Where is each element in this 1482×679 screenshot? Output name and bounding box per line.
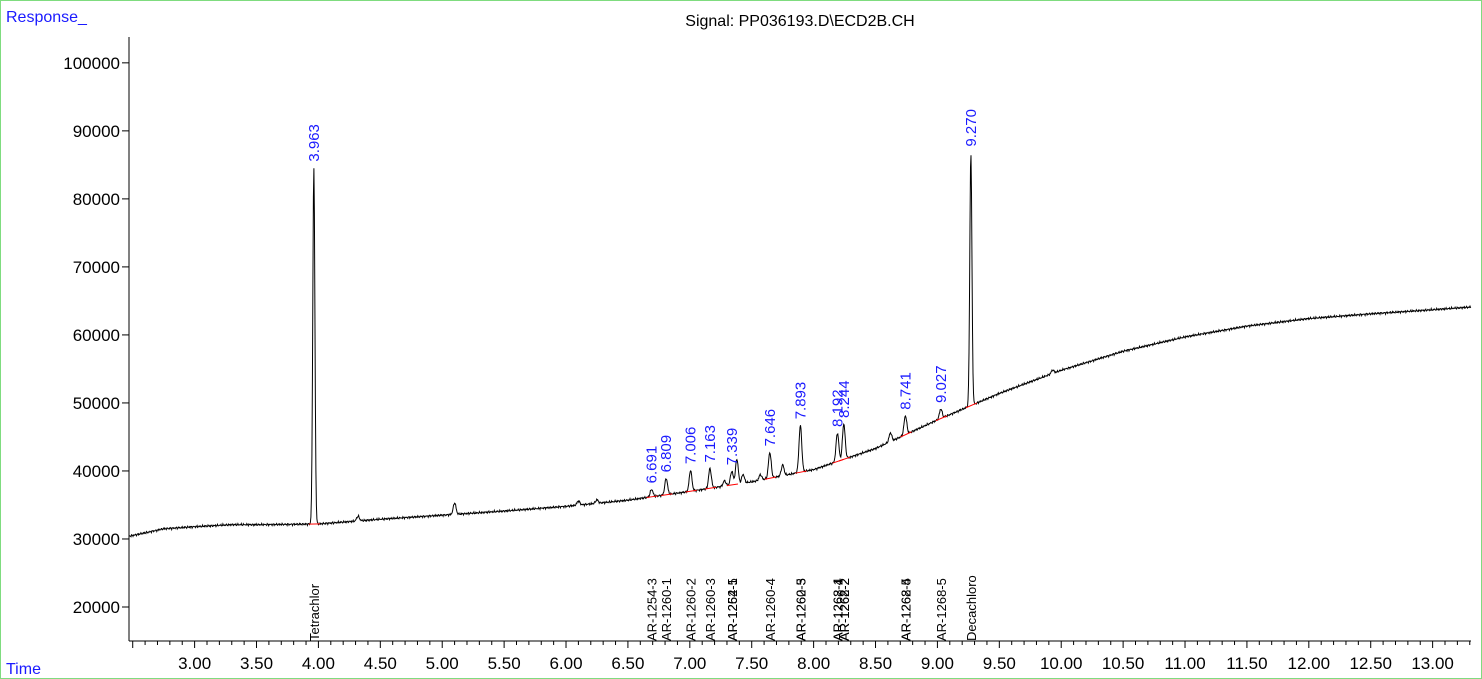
chart-title: Signal: PP036193.D\ECD2B.CH <box>685 13 914 30</box>
x-tick-label: 9.50 <box>983 654 1016 673</box>
peak-label: 3.963 <box>306 124 323 162</box>
x-tick-label: 4.00 <box>302 654 335 673</box>
peak-label: 7.893 <box>792 382 809 420</box>
x-tick-label: 11.00 <box>1164 654 1205 673</box>
compound-name: Decachloro <box>964 575 979 641</box>
baseline-marker <box>764 476 777 480</box>
x-axis-label: Time <box>6 661 41 678</box>
x-tick-label: 3.50 <box>240 654 273 673</box>
peak-label: 8.741 <box>897 372 914 410</box>
x-tick-label: 7.00 <box>673 654 706 673</box>
compound-name: AR-1260-3 <box>703 578 718 641</box>
compound-name: AR-1254-5 <box>725 578 740 641</box>
compound-name: AR-1262-3 <box>793 578 808 641</box>
y-tick-label: 50000 <box>73 394 120 413</box>
baseline-markers <box>308 402 978 525</box>
x-tick-label: 4.50 <box>364 654 397 673</box>
compound-name: AR-1262-2 <box>837 578 852 641</box>
x-tick-label: 12.00 <box>1288 654 1331 673</box>
peak-label: 8.244 <box>836 380 853 418</box>
baseline-marker <box>685 489 697 493</box>
peak-label: 7.163 <box>702 425 719 463</box>
x-tick-label: 10.50 <box>1102 654 1145 673</box>
compound-name: AR-1260-2 <box>684 578 699 641</box>
y-tick-label: 20000 <box>73 598 120 617</box>
baseline-marker <box>704 486 717 490</box>
x-tick-label: 9.00 <box>921 654 954 673</box>
compound-name: AR-1262-1 <box>725 578 740 641</box>
peak-label: 7.646 <box>762 409 779 447</box>
y-tick-label: 60000 <box>73 326 120 345</box>
x-tick-label: 12.50 <box>1349 654 1392 673</box>
x-axis-ticks: 3.00 3.50 4.00 4.50 5.00 5.50 6.00 6.50 7.00 7.50… <box>132 641 1471 673</box>
compound-name: AR-1260-1 <box>659 578 674 641</box>
peak-label: 6.691 <box>644 446 661 484</box>
x-tick-label: 11.50 <box>1226 654 1267 673</box>
chromatogram-trace <box>128 155 1472 538</box>
compound-name: AR-1268-4 <box>898 578 913 641</box>
peak-label: 9.270 <box>963 109 980 147</box>
baseline-marker <box>646 495 658 499</box>
y-tick-label: 100000 <box>63 54 120 73</box>
x-tick-label: 6.00 <box>549 654 582 673</box>
peak-label: 9.027 <box>933 365 950 403</box>
peak-label: 7.006 <box>683 427 700 465</box>
baseline-marker <box>965 402 978 409</box>
baseline-marker <box>726 483 739 487</box>
x-tick-label: 7.50 <box>735 654 768 673</box>
y-tick-label: 80000 <box>73 190 120 209</box>
compound-name: AR-1268-1 <box>830 578 845 641</box>
compound-name: AR-1254-3 <box>645 578 660 641</box>
compound-labels: Tetrachlor AR-1254-3 AR-1260-1 AR-1260-2 AR-… <box>307 575 979 641</box>
baseline-marker <box>795 470 807 474</box>
compound-name: AR-1262-5 <box>898 578 913 641</box>
y-axis-label: Response_ <box>6 9 88 26</box>
x-tick-label: 8.50 <box>859 654 892 673</box>
x-tick-label: 10.00 <box>1040 654 1083 673</box>
x-tick-label: 5.00 <box>426 654 459 673</box>
peak-label: 7.339 <box>724 428 741 466</box>
y-tick-label: 40000 <box>73 462 120 481</box>
compound-name: AR-1260-4 <box>763 578 778 641</box>
y-tick-label: 90000 <box>73 122 120 141</box>
baseline-marker <box>935 415 948 422</box>
baseline-marker <box>661 493 673 496</box>
x-tick-label: 3.00 <box>178 654 211 673</box>
x-tick-label: 5.50 <box>488 654 521 673</box>
compound-name: AR-1260-5 <box>793 578 808 641</box>
x-tick-label: 8.00 <box>797 654 830 673</box>
baseline-marker <box>838 456 851 462</box>
x-tick-label: 13.00 <box>1411 654 1454 673</box>
y-axis-ticks: 20000 30000 40000 50000 60000 70000 80000 90000… <box>63 54 129 617</box>
peak-label: 6.809 <box>658 435 675 473</box>
y-tick-label: 30000 <box>73 530 120 549</box>
y-tick-label: 70000 <box>73 258 120 277</box>
peak-label: 8.192 <box>829 389 846 427</box>
baseline-marker <box>900 431 912 438</box>
x-tick-label: 6.50 <box>611 654 644 673</box>
compound-name: AR-1268-2 <box>837 578 852 641</box>
compound-name: AR-1268-5 <box>934 578 949 641</box>
compound-name: AR-1262-4 <box>830 578 845 641</box>
compound-name: Tetrachlor <box>307 583 322 641</box>
